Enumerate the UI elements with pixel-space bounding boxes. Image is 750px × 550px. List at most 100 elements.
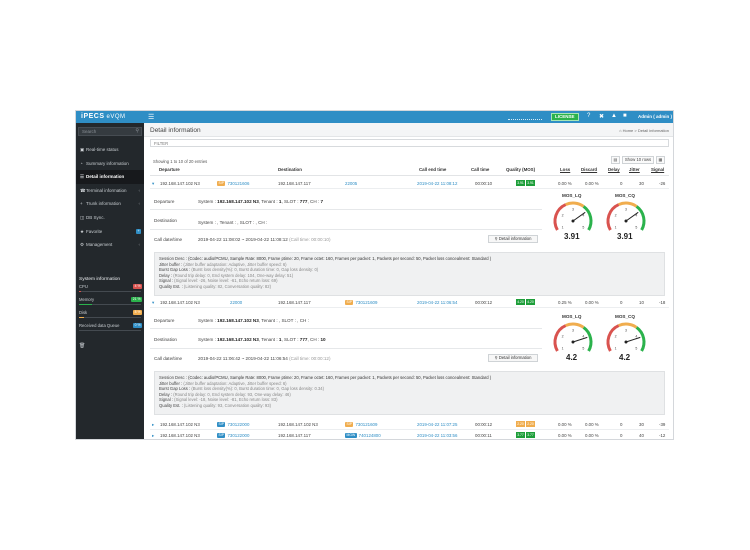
- destination-ext-cell[interactable]: MGW 740124800: [345, 433, 381, 439]
- home-icon[interactable]: ⌂: [619, 128, 622, 133]
- end-time-link[interactable]: 2019-04-22 11:06:54: [417, 300, 458, 305]
- disk-bar-fill: [79, 317, 84, 318]
- detail-information-button[interactable]: ⚲ Detail information: [488, 354, 538, 362]
- detail-button-label: Detail information: [498, 355, 532, 360]
- ext-link[interactable]: 730122000: [227, 422, 250, 427]
- sidebar-item-trunk-information[interactable]: + Trunk information ‹: [76, 197, 144, 211]
- sidebar-item-real-time-status[interactable]: ▣ Real-time status: [76, 143, 144, 157]
- mos-cq-title: MOS_CQ: [615, 193, 635, 198]
- trash-icon[interactable]: 🗑: [79, 343, 86, 349]
- gauge-needle: [572, 336, 588, 343]
- system-memory: Memory 21 %: [76, 297, 144, 310]
- gauge-hub: [624, 340, 628, 344]
- table-row[interactable]: ▸ 192.168.147.102 N3 SIP 730122000 192.16…: [150, 430, 669, 439]
- system-disk: Disk 8 %: [76, 310, 144, 323]
- mos-cell: 3.77 3.77: [516, 432, 536, 438]
- sidebar-search-input[interactable]: Search ⚲: [78, 127, 142, 136]
- export-button[interactable]: ▤: [611, 156, 620, 164]
- monitor-icon: ▣: [80, 147, 85, 152]
- warning-icon[interactable]: ▲: [611, 113, 617, 119]
- end-time-link[interactable]: 2019-04-22 11:07:25: [417, 422, 458, 427]
- col-quality-mos[interactable]: Quality (MOS): [506, 167, 536, 172]
- gauge-tick-label: 2: [615, 214, 617, 218]
- col-delay[interactable]: Delay: [608, 167, 620, 172]
- col-signal[interactable]: Signal: [651, 167, 665, 172]
- destination-ext-link[interactable]: 730121609: [355, 422, 378, 427]
- departure-ext-cell[interactable]: SIP 730121606: [217, 181, 250, 187]
- system-information-title: System information: [79, 277, 121, 282]
- breadcrumb-home[interactable]: Home: [622, 128, 634, 133]
- col-call-time[interactable]: Call time: [471, 167, 490, 172]
- jitter-buffer-line: Jitter buffer : (Jitter buffer adaptatio…: [159, 380, 287, 386]
- system-information: System information CPU 4 % Memory 21 % D…: [76, 275, 144, 336]
- expand-icon[interactable]: ▸: [152, 422, 155, 427]
- call-datetime-label: Call date/time: [154, 356, 183, 361]
- user-menu[interactable]: Admin ( admin ): [638, 114, 672, 119]
- departure-ext-cell[interactable]: SIP 730122000: [217, 422, 250, 428]
- mos-cell: 3.91 3.91: [516, 180, 536, 186]
- header-divider: [150, 175, 669, 176]
- question-icon[interactable]: ?: [587, 113, 591, 119]
- collapse-icon[interactable]: ▾: [152, 300, 155, 305]
- search-icon: ⚲: [494, 236, 498, 241]
- table-row[interactable]: ▸ 192.168.147.102 N3 SIP 730122000 192.16…: [150, 419, 669, 430]
- detail-information-button[interactable]: ⚲ Detail information: [488, 235, 538, 243]
- columns-button[interactable]: ▦: [656, 156, 665, 164]
- call-datetime-value: 2019-04-22 11:06:42 ~ 2019-04-22 11:06:5…: [198, 356, 331, 361]
- table-row[interactable]: ▾ 192.168.147.102 N3 22000 192.168.147.1…: [150, 297, 669, 308]
- tools-icon[interactable]: ✖: [599, 114, 605, 120]
- col-loss[interactable]: Loss: [560, 167, 571, 172]
- license-button[interactable]: LICENSE: [551, 113, 579, 121]
- col-jitter[interactable]: Jitter: [629, 167, 640, 172]
- destination-cell: 192.168.147.117: [278, 300, 311, 305]
- ext-link[interactable]: 22000: [230, 300, 243, 305]
- destination-ext-cell[interactable]: SIP 730121609: [345, 422, 378, 428]
- destination-label: Destination: [154, 337, 177, 342]
- mos-lq-title: MOS_LQ: [562, 314, 582, 319]
- sidebar-item-favorite[interactable]: ★ Favorite +: [76, 225, 144, 239]
- departure-ext-cell[interactable]: SIP 730122000: [217, 433, 250, 439]
- sidebar-item-detail-information[interactable]: ☰ Detail information: [76, 170, 144, 184]
- sidebar-item-db-sync[interactable]: ◫ DB Sync.: [76, 211, 144, 225]
- gauge-needle: [625, 211, 639, 222]
- mos-cq-gauge: 1 2 3 4 5: [606, 201, 646, 231]
- delay-cell: 0: [620, 422, 623, 427]
- col-call-end-time[interactable]: Call end time: [419, 167, 447, 172]
- delay-cell: 0: [620, 300, 623, 305]
- page-title-bar: Detail information ⌂ Home > Detail infor…: [144, 123, 673, 137]
- phone-icon: ☎: [80, 187, 86, 193]
- departure-cell: 192.168.147.102 N3: [160, 433, 200, 438]
- sidebar-item-terminal-information[interactable]: ☎Terminal information ‹: [76, 184, 144, 198]
- col-departure[interactable]: Departure: [159, 167, 180, 172]
- gauge-band: [582, 205, 593, 231]
- favorite-add-icon[interactable]: +: [135, 228, 141, 234]
- alarm-icon[interactable]: ■: [623, 113, 627, 119]
- col-discard[interactable]: Discard: [581, 167, 598, 172]
- sip-badge: SIP: [217, 422, 226, 428]
- expand-icon[interactable]: ▸: [152, 433, 155, 438]
- jitter-cell: 30: [639, 422, 644, 427]
- destination-ext-cell[interactable]: SIP 730121609: [345, 300, 378, 306]
- mos-lq-badge: 3.77: [516, 432, 525, 438]
- destination-ext-link[interactable]: 730121609: [355, 300, 378, 305]
- col-destination[interactable]: Destination: [278, 167, 302, 172]
- destination-ext-link[interactable]: 740124800: [358, 433, 381, 438]
- sidebar-item-summary-information[interactable]: ◔ Summary information: [76, 157, 144, 171]
- destination-ext-link[interactable]: 22005: [345, 181, 358, 186]
- table-row[interactable]: ▾ 192.168.147.102 N3 SIP 730121606 192.16…: [150, 178, 669, 189]
- ext-link[interactable]: 730121606: [227, 181, 250, 186]
- hamburger-icon[interactable]: ☰: [148, 114, 155, 121]
- mos-cq-badge: 3.77: [526, 432, 535, 438]
- end-time-link[interactable]: 2019-04-22 11:03:56: [417, 433, 458, 438]
- show-rows-button[interactable]: Show 10 rows: [622, 156, 654, 164]
- collapse-icon[interactable]: ▾: [152, 181, 155, 186]
- page-title: Detail information: [150, 127, 201, 134]
- gauge-band: [618, 201, 638, 208]
- sidebar-item-management[interactable]: ⚙ Management ‹: [76, 238, 144, 252]
- search-icon[interactable]: ⚲: [135, 128, 139, 134]
- filter-input[interactable]: FILTER: [150, 139, 669, 147]
- memory-badge: 21 %: [131, 297, 142, 302]
- ext-link[interactable]: 730122000: [227, 433, 250, 438]
- end-time-link[interactable]: 2019-04-22 11:08:12: [417, 181, 458, 186]
- departure-label: Departure: [154, 318, 175, 323]
